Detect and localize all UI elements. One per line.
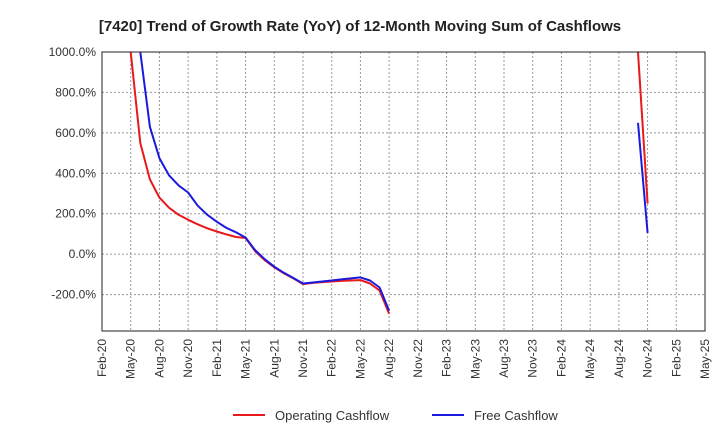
operating-cashflow-line [637, 52, 649, 204]
free-cashflow-line [139, 52, 391, 312]
y-tick-label: 200.0% [55, 207, 96, 221]
y-tick-label: 400.0% [55, 166, 96, 180]
x-tick-label: Aug-22 [382, 339, 396, 378]
x-tick-label: Aug-21 [267, 339, 281, 378]
x-tick-label: Nov-20 [181, 339, 195, 378]
x-tick-label: Aug-23 [497, 339, 511, 378]
legend: Operating Cashflow Free Cashflow [233, 408, 558, 423]
x-axis-ticks: Feb-20 May-20 Aug-20 Nov-20 Feb-21 May-21 Aug-… [95, 339, 712, 379]
x-tick-label: Feb-23 [440, 339, 454, 377]
y-tick-label: -200.0% [51, 288, 96, 302]
legend-label-free-cashflow: Free Cashflow [474, 408, 558, 423]
x-tick-label: May-25 [698, 339, 712, 379]
x-tick-label: Nov-21 [296, 339, 310, 378]
y-tick-label: 600.0% [55, 126, 96, 140]
x-tick-label: May-23 [468, 339, 482, 379]
free-cashflow-line [637, 122, 649, 233]
x-tick-label: Aug-20 [152, 339, 166, 378]
x-tick-label: Feb-20 [95, 339, 109, 377]
x-tick-label: Nov-24 [641, 339, 655, 378]
x-tick-label: Feb-25 [669, 339, 683, 377]
legend-label-operating-cashflow: Operating Cashflow [275, 408, 390, 423]
y-axis-ticks: 1000.0% 800.0% 600.0% 400.0% 200.0% 0.0% -200.… [49, 45, 97, 302]
series-lines [129, 52, 649, 315]
operating-cashflow-line [129, 52, 391, 315]
x-tick-label: May-24 [583, 339, 597, 379]
x-tick-label: Nov-22 [411, 339, 425, 378]
x-tick-label: Nov-23 [526, 339, 540, 378]
x-tick-label: Feb-22 [325, 339, 339, 377]
gridlines [101, 51, 706, 331]
plot-area-frame [101, 51, 706, 332]
x-tick-label: May-21 [239, 339, 253, 379]
y-tick-label: 0.0% [69, 247, 97, 261]
chart-title: [7420] Trend of Growth Rate (YoY) of 12-… [99, 18, 621, 35]
x-tick-label: Feb-21 [210, 339, 224, 377]
x-tick-label: May-20 [124, 339, 138, 379]
x-tick-label: Aug-24 [612, 339, 626, 378]
x-tick-label: May-22 [353, 339, 367, 379]
y-tick-label: 800.0% [55, 85, 96, 99]
y-tick-label: 1000.0% [49, 45, 97, 59]
x-tick-label: Feb-24 [554, 339, 568, 377]
